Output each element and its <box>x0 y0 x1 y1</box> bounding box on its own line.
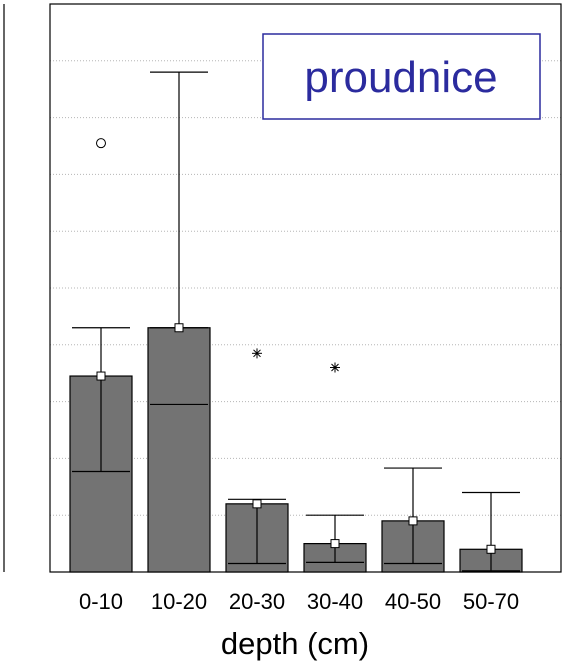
median-marker <box>408 516 418 526</box>
outlier-circle <box>96 138 106 149</box>
x-tick-label: 0-10 <box>79 589 123 614</box>
title-box <box>262 33 541 120</box>
x-tick-label: 40-50 <box>385 589 441 614</box>
bar-group <box>381 467 445 573</box>
median-marker <box>330 539 340 549</box>
asterisk-stroke <box>253 349 261 358</box>
x-axis-label: depth (cm) <box>221 626 369 661</box>
median-marker <box>96 371 106 381</box>
outlier-asterisk <box>252 348 262 359</box>
chart-title: proudnice <box>304 53 497 102</box>
asterisk-stroke <box>331 363 339 372</box>
x-tick-label: 20-30 <box>229 589 285 614</box>
x-tick-labels: 0-10 10-20 20-30 30-40 40-50 50-70 <box>79 589 519 614</box>
outliers <box>96 138 340 373</box>
x-tick-label: 10-20 <box>151 589 207 614</box>
x-tick-label: 30-40 <box>307 589 363 614</box>
bar <box>147 327 211 573</box>
bar-group <box>225 498 289 573</box>
x-tick-label: 50-70 <box>463 589 519 614</box>
bar-group <box>459 491 523 573</box>
median-marker <box>252 499 262 509</box>
median-marker <box>486 544 496 554</box>
bars <box>69 71 523 573</box>
median-marker <box>174 323 184 333</box>
bar-group <box>147 71 211 573</box>
outlier-asterisk <box>330 362 340 373</box>
bar-group <box>69 327 133 573</box>
bar-group <box>303 514 367 573</box>
